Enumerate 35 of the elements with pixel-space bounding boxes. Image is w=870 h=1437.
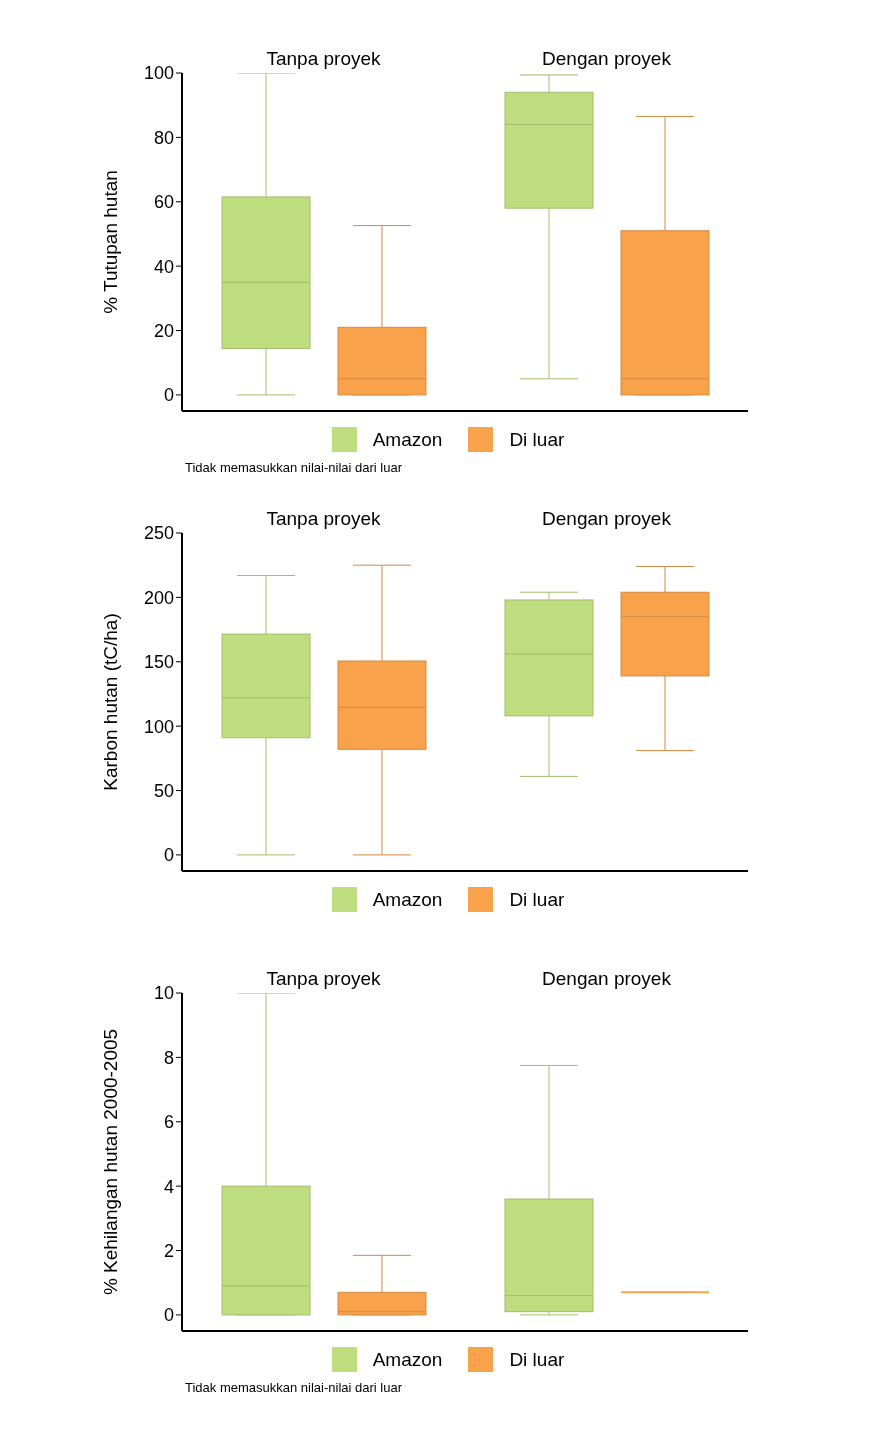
text: Tidak memasukkan nilai-nilai dari luar <box>185 1380 403 1395</box>
y-tick-label: 100 <box>143 716 174 737</box>
legend-label: Di luar <box>509 1348 565 1371</box>
y-tick-label: 10 <box>153 983 174 1004</box>
text: Tidak memasukkan nilai-nilai dari luar <box>185 460 403 475</box>
y-axis-title: % Kehilangan hutan 2000-2005 <box>99 1028 121 1296</box>
y-tick-label: 80 <box>153 127 174 148</box>
y-tick-label: 0 <box>163 1305 174 1326</box>
y-tick-label: 20 <box>153 320 174 341</box>
legend-label: Amazon <box>372 1348 443 1371</box>
y-tick-label: 100 <box>143 63 174 84</box>
y-tick-label: 0 <box>163 845 174 866</box>
x-tick-label: Dengan proyek <box>542 968 672 989</box>
y-axis-title: Karbon hutan (tC/ha) <box>99 613 121 791</box>
y-tick-label: 8 <box>163 1047 174 1068</box>
y-tick-label: 4 <box>163 1176 174 1197</box>
y-tick-label: 6 <box>163 1112 174 1133</box>
x-tick-label: Tanpa proyek <box>266 48 382 69</box>
x-tick-label: Dengan proyek <box>542 48 672 69</box>
x-tick-label: Tanpa proyek <box>266 508 382 529</box>
y-tick-label: 50 <box>153 780 174 801</box>
y-tick-label: 40 <box>153 256 174 277</box>
legend-label: Amazon <box>372 428 443 451</box>
y-tick-label: 150 <box>143 652 174 673</box>
legend-label: Di luar <box>509 428 565 451</box>
y-tick-label: 250 <box>143 523 174 544</box>
y-axis-title: % Tutupan hutan <box>99 170 121 314</box>
y-tick-label: 2 <box>163 1240 174 1261</box>
legend-label: Amazon <box>372 888 443 911</box>
x-tick-label: Tanpa proyek <box>266 968 382 989</box>
y-tick-label: 200 <box>143 587 174 608</box>
y-tick-label: 60 <box>153 192 174 213</box>
y-tick-label: 0 <box>163 385 174 406</box>
x-tick-label: Dengan proyek <box>542 508 672 529</box>
legend-label: Di luar <box>509 888 565 911</box>
